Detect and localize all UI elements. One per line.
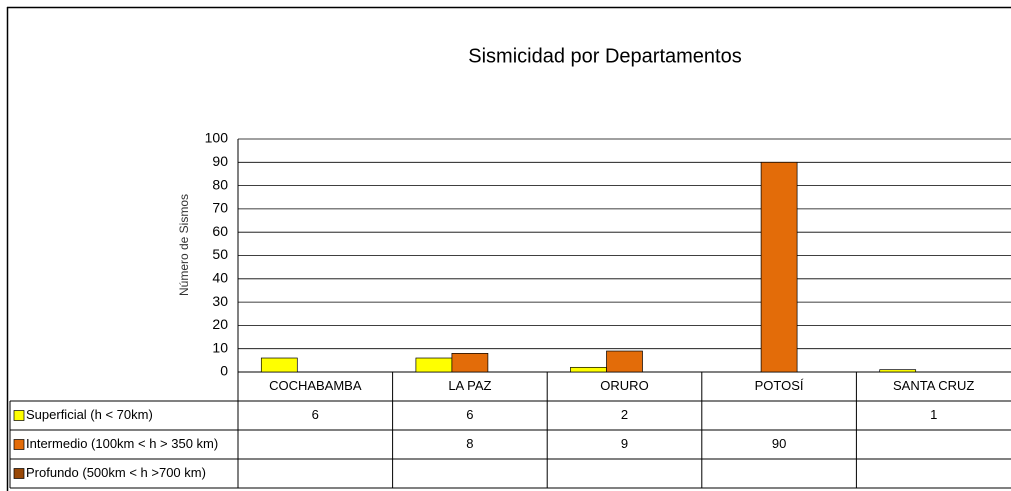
y-tick-label: 100 — [205, 130, 229, 146]
legend-swatch — [13, 410, 25, 421]
y-tick-label: 30 — [212, 293, 228, 309]
y-tick-label: 70 — [212, 200, 228, 216]
y-axis-label: Número de Sismos — [177, 194, 191, 296]
bar — [570, 366, 607, 373]
table-value: 9 — [621, 436, 628, 451]
table-value: 90 — [772, 436, 786, 451]
bar — [415, 357, 453, 373]
legend-swatch — [13, 439, 25, 450]
bar — [451, 353, 489, 373]
x-tick-label: SANTA CRUZ — [893, 378, 974, 393]
bar — [760, 161, 798, 373]
table-value: 8 — [466, 436, 473, 451]
x-tick-label: COCHABAMBA — [269, 378, 362, 393]
legend-label: Superficial (h < 70km) — [26, 407, 153, 422]
bar — [606, 350, 643, 373]
y-tick-label: 90 — [212, 153, 228, 169]
x-tick-label: LA PAZ — [448, 378, 491, 393]
bar — [260, 357, 298, 373]
table-value: 6 — [312, 407, 319, 422]
y-tick-label: 60 — [212, 223, 228, 239]
y-tick-label: 0 — [220, 363, 228, 379]
x-tick-label: ORURO — [600, 378, 648, 393]
legend-label: Profundo (500km < h >700 km) — [26, 465, 206, 480]
bar — [879, 369, 917, 373]
table-value: 6 — [466, 407, 473, 422]
y-tick-label: 20 — [212, 316, 228, 332]
table-value: 2 — [621, 407, 628, 422]
legend-label: Intermedio (100km < h > 350 km) — [26, 436, 218, 451]
legend-swatch — [13, 468, 25, 479]
y-tick-label: 80 — [212, 176, 228, 192]
table-value: 1 — [930, 407, 937, 422]
y-tick-label: 40 — [212, 270, 228, 286]
y-tick-label: 50 — [212, 246, 228, 262]
x-tick-label: POTOSÍ — [755, 378, 804, 393]
chart-title: Sismicidad por Departamentos — [468, 45, 741, 67]
y-tick-label: 10 — [212, 339, 228, 355]
